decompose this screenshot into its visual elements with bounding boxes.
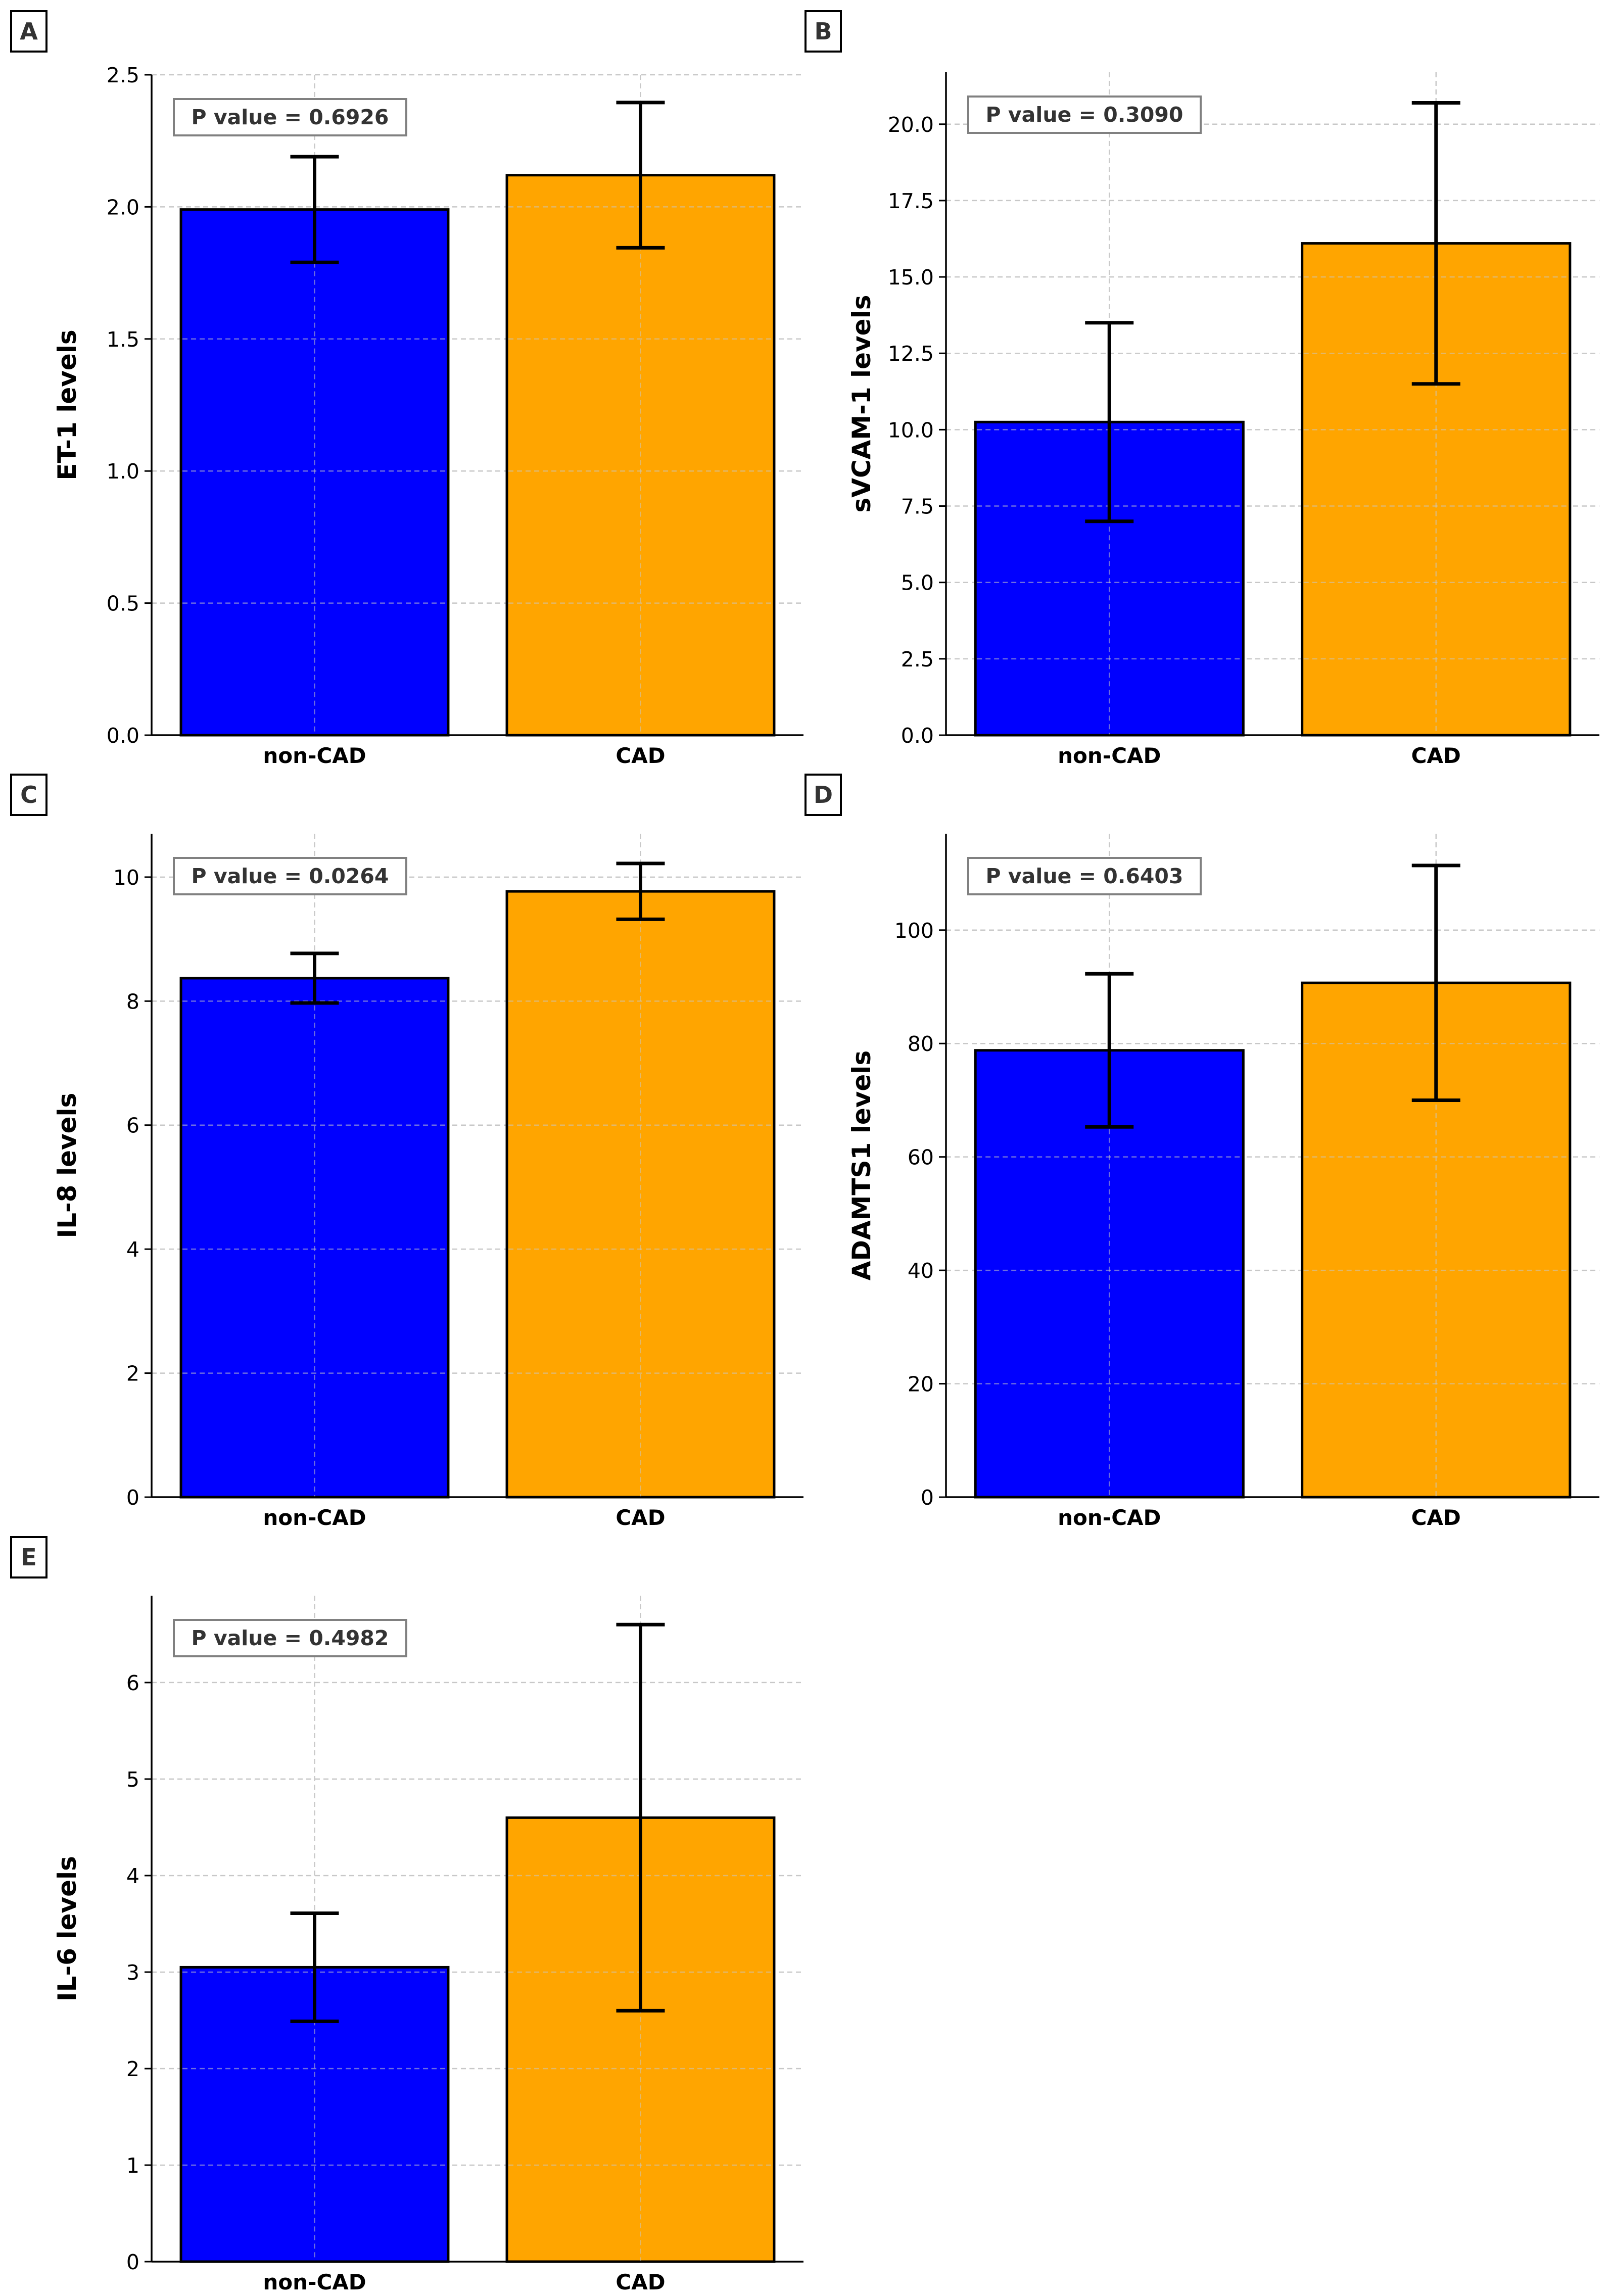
- p-value-box: [173, 98, 407, 136]
- p-value-box: [967, 95, 1202, 134]
- y-axis-label: IL-6 levels: [53, 1856, 82, 2001]
- x-tick-label: non-CAD: [1058, 743, 1161, 768]
- x-tick-label: CAD: [1411, 743, 1461, 768]
- y-tick-label: 20.0: [888, 113, 934, 137]
- y-tick-label: 1.5: [107, 327, 139, 352]
- x-tick-label: CAD: [615, 2270, 665, 2294]
- y-tick-label: 0: [126, 2250, 139, 2274]
- error-bar: [290, 1911, 339, 2023]
- panel-e: E 0 1 2 3 4 5 6 non-CAD CAD IL-6 levels P value = 0…: [10, 1536, 803, 2294]
- error-bar: [290, 155, 339, 264]
- error-bar: [1085, 321, 1134, 523]
- panel-label: E: [21, 1544, 36, 1571]
- p-value-annotation: P value = 0.6403: [986, 864, 1183, 888]
- p-value-box: [173, 1619, 407, 1657]
- p-value-annotation: P value = 0.3090: [986, 103, 1183, 127]
- y-tick-label: 2.5: [901, 647, 934, 672]
- panel-b: B 0.0 2.5 5.0 7.5 10.0 12.5 15.0 17.5 20.0 non-CAD…: [804, 10, 1599, 768]
- y-tick-label: 2: [126, 2057, 139, 2081]
- y-tick-label: 1: [126, 2154, 139, 2178]
- y-tick-label: 2.5: [107, 63, 139, 87]
- y-tick-label: 40: [908, 1259, 934, 1283]
- y-tick-label: 100: [894, 919, 934, 943]
- y-tick-label: 0: [126, 1486, 139, 1510]
- y-tick-label: 6: [126, 1114, 139, 1138]
- panel-label: A: [20, 18, 38, 45]
- panel-label: B: [814, 18, 832, 45]
- error-bar: [1411, 101, 1460, 386]
- y-tick-label: 10: [113, 866, 139, 890]
- y-tick-label: 8: [126, 989, 139, 1014]
- y-tick-label: 4: [126, 1237, 139, 1262]
- y-tick-label: 60: [908, 1145, 934, 1170]
- y-tick-label: 0.0: [901, 724, 934, 748]
- y-tick-label: 2.0: [107, 195, 139, 219]
- panel-c: C 0 2 4 6 8 10 non-CAD CAD IL-8 levels P value = 0…: [10, 774, 803, 1530]
- y-tick-label: 80: [908, 1032, 934, 1056]
- x-tick-label: CAD: [615, 1505, 665, 1530]
- y-tick-label: 20: [908, 1372, 934, 1397]
- y-tick-label: 17.5: [888, 189, 934, 213]
- y-tick-label: 12.5: [888, 342, 934, 366]
- y-tick-label: 5: [126, 1767, 139, 1792]
- y-tick-label: 6: [126, 1671, 139, 1695]
- y-axis-label: sVCAM-1 levels: [847, 295, 876, 512]
- x-tick-label: non-CAD: [263, 743, 366, 768]
- panel-label-box: [804, 10, 842, 53]
- y-tick-label: 0.5: [107, 592, 139, 616]
- panel-label-box: [10, 774, 48, 816]
- x-tick-label: non-CAD: [263, 2270, 366, 2294]
- panel-label-box: [10, 10, 48, 53]
- y-tick-label: 0: [921, 1486, 934, 1510]
- p-value-annotation: P value = 0.4982: [192, 1626, 389, 1650]
- panel-label: D: [814, 781, 833, 808]
- panel-label-box: [804, 774, 842, 816]
- x-tick-label: CAD: [1411, 1505, 1461, 1530]
- y-tick-label: 5.0: [901, 571, 934, 595]
- panel-a: A 0.0 0.5 1.0 1.5 2.0 2.5 non-CAD CAD ET-1 levels…: [10, 10, 803, 768]
- y-tick-label: 10.0: [888, 418, 934, 442]
- error-bar: [616, 1622, 665, 2013]
- error-bar: [616, 101, 665, 250]
- x-tick-label: CAD: [615, 743, 665, 768]
- x-tick-label: non-CAD: [1058, 1505, 1161, 1530]
- y-tick-label: 1.0: [107, 459, 139, 484]
- panel-label-box: [10, 1536, 48, 1579]
- y-axis-label: ADAMTS1 levels: [847, 1050, 876, 1280]
- p-value-annotation: P value = 0.6926: [192, 105, 389, 129]
- p-value-box: [967, 857, 1202, 895]
- error-bar: [1085, 972, 1134, 1129]
- p-value-box: [173, 857, 407, 895]
- panel-d: D 0 20 40 60 80 100 non-CAD CAD ADAMTS1 levels P v…: [804, 774, 1599, 1530]
- y-tick-label: 0.0: [107, 724, 139, 748]
- y-tick-label: 15.0: [888, 265, 934, 290]
- error-bar: [1411, 864, 1460, 1102]
- y-tick-label: 2: [126, 1362, 139, 1386]
- error-bar: [616, 862, 665, 921]
- p-value-annotation: P value = 0.0264: [192, 864, 389, 888]
- y-tick-label: 3: [126, 1960, 139, 1985]
- y-axis-label: ET-1 levels: [53, 329, 82, 480]
- panel-label: C: [20, 781, 37, 808]
- x-tick-label: non-CAD: [263, 1505, 366, 1530]
- y-axis-label: IL-8 levels: [53, 1093, 82, 1238]
- y-tick-label: 7.5: [901, 495, 934, 519]
- y-tick-label: 4: [126, 1864, 139, 1888]
- error-bar: [290, 951, 339, 1005]
